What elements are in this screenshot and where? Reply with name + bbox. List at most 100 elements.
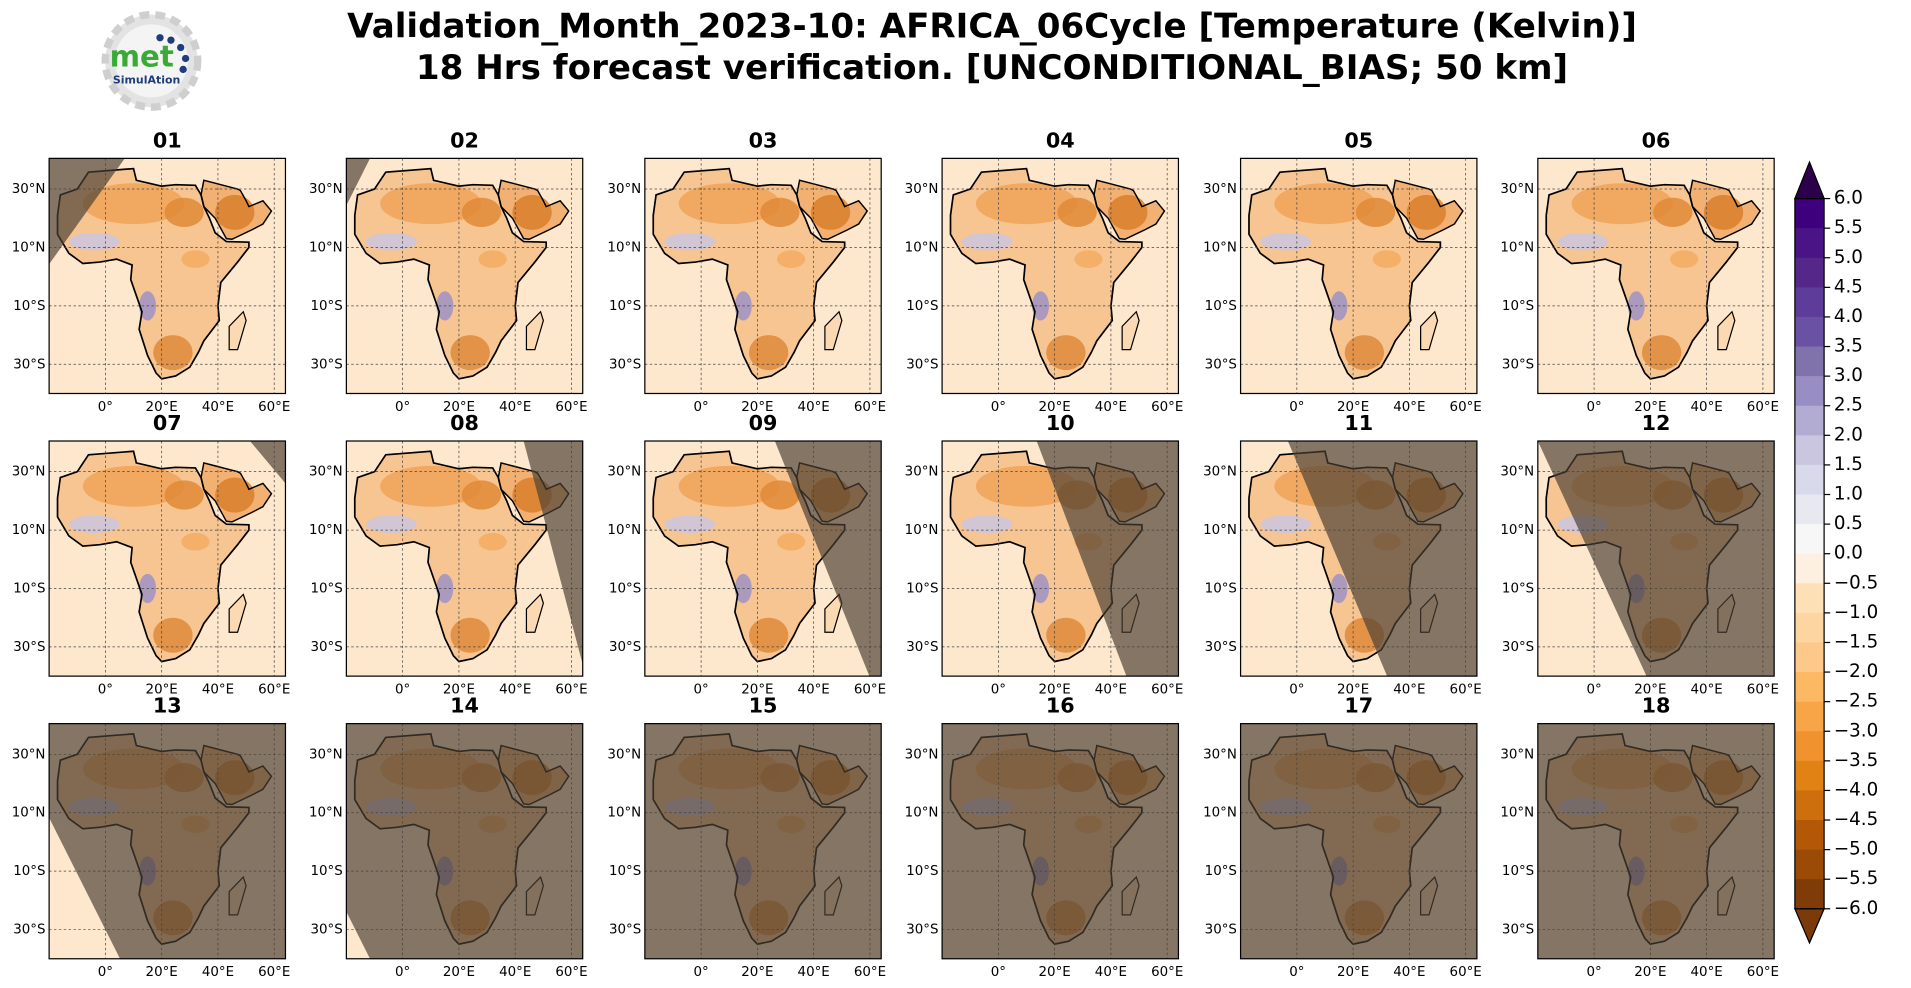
bias-area: [181, 250, 210, 268]
bias-area: [1355, 197, 1396, 228]
land: [229, 311, 247, 350]
lon-label: 0°: [395, 683, 410, 698]
colorbar-tick-label: −1.5: [1834, 631, 1878, 652]
lat-label: 10°S: [906, 864, 938, 879]
bias-area: [748, 617, 789, 653]
panel-title: 16: [1046, 694, 1075, 718]
colorbar-tick-label: 1.0: [1834, 484, 1863, 505]
lon-label: 40°E: [798, 683, 830, 698]
lon-label: 60°E: [555, 683, 587, 698]
panel-title: 08: [450, 411, 479, 435]
lon-label: 60°E: [1450, 965, 1482, 980]
lon-label: 0°: [991, 965, 1006, 980]
map-panel: 11 30°N 10°N 10°S 30°S 0° 20°E 40°E 60°E: [1203, 411, 1482, 698]
lat-label: 10°S: [1205, 864, 1237, 879]
panel-title: 11: [1344, 411, 1373, 435]
panel-frame: [1239, 157, 1478, 395]
lat-label: 30°N: [1500, 182, 1534, 197]
lon-label: 0°: [1586, 683, 1601, 698]
map-panel: 16 30°N 10°N 10°S 30°S 0° 20°E 40°E 60°E: [905, 694, 1184, 981]
lat-label: 10°S: [1205, 582, 1237, 597]
lon-label: 0°: [694, 400, 709, 415]
lat-label: 30°N: [12, 747, 46, 762]
lon-label: 40°E: [1393, 683, 1425, 698]
lon-label: 60°E: [258, 683, 290, 698]
night-shade: [942, 723, 1179, 959]
land: [1420, 311, 1438, 350]
lon-label: 40°E: [202, 965, 234, 980]
lon-label: 20°E: [1634, 683, 1666, 698]
lon-label: 0°: [991, 683, 1006, 698]
lon-label: 0°: [694, 683, 709, 698]
bias-area: [380, 183, 482, 225]
bias-area: [975, 183, 1078, 225]
colorbar-bin: [1794, 524, 1825, 555]
logo-dot: [167, 36, 175, 44]
land: [1546, 168, 1738, 379]
panel-title: 04: [1046, 128, 1075, 152]
lat-label: 10°N: [309, 523, 343, 538]
colorbar-bin: [1794, 435, 1825, 466]
lat-label: 30°N: [309, 465, 343, 480]
lat-label: 30°N: [607, 465, 641, 480]
night-shade: [1240, 723, 1477, 959]
colorbar-bin: [1794, 849, 1825, 880]
colorbar-bin: [1794, 316, 1825, 348]
bias-area: [678, 465, 780, 507]
lon-label: 40°E: [798, 965, 830, 980]
lat-label: 10°N: [905, 240, 939, 255]
land: [57, 451, 249, 662]
colorbar-tick-label: 1.5: [1834, 454, 1863, 475]
lon-label: 40°E: [499, 683, 531, 698]
panel-frame: [48, 440, 287, 677]
lat-label: 10°S: [1205, 299, 1237, 314]
bias-area: [1406, 194, 1446, 230]
lat-label: 30°S: [13, 640, 45, 655]
colorbar-tick-label: 2.5: [1834, 395, 1863, 416]
colorbar-tick-label: 2.0: [1834, 424, 1863, 445]
lat-label: 10°N: [12, 806, 46, 821]
lon-label: 40°E: [1393, 400, 1425, 415]
map-body: [1537, 441, 1775, 677]
lon-label: 20°E: [146, 400, 178, 415]
map-panel: 08 30°N 10°N 10°S 30°S 0° 20°E 40°E 60°E: [309, 411, 588, 698]
night-shade: [49, 723, 286, 959]
colorbar-bin: [1794, 405, 1825, 436]
lat-label: 10°N: [1203, 806, 1237, 821]
land: [354, 168, 547, 379]
panel-frame: [1239, 723, 1478, 960]
colorbar-tick-label: −6.0: [1834, 898, 1878, 919]
colorbar-tick-label: 0.5: [1834, 513, 1863, 534]
colorbar-tick-label: −2.5: [1834, 691, 1878, 712]
colorbar-tick-label: 4.5: [1834, 276, 1863, 297]
panel-frame: [644, 440, 882, 677]
lat-label: 10°N: [1500, 523, 1534, 538]
map-panel: 01 30°N 10°N 10°S 30°S 0° 20°E 40°E 60°E: [12, 128, 291, 415]
lon-label: 0°: [1289, 965, 1304, 980]
lon-label: 40°E: [1691, 965, 1723, 980]
map-body: [346, 441, 583, 677]
lon-label: 60°E: [854, 400, 886, 415]
colorbar-bin: [1794, 287, 1825, 318]
lon-label: 20°E: [443, 683, 475, 698]
colorbar-bin: [1794, 760, 1825, 792]
bias-area: [748, 335, 789, 371]
lon-label: 20°E: [741, 400, 773, 415]
bias-area: [1260, 515, 1311, 534]
colorbar: 6.0 5.5 5.0 4.5 4.0 3.5 3.0 2.5 2.0 1.5 1.0 0.5 0.0 −…: [1793, 160, 1878, 945]
coastline: [1121, 310, 1140, 351]
bias-area: [664, 515, 716, 534]
lon-label: 40°E: [202, 683, 234, 698]
night-shade: [346, 158, 371, 206]
bias-area: [82, 183, 185, 225]
bias-area: [450, 617, 490, 653]
lat-label: 30°N: [1500, 747, 1534, 762]
logo: met SimulAtion: [101, 10, 202, 111]
lon-label: 40°E: [1691, 400, 1723, 415]
colorbar-tick-label: −0.5: [1834, 572, 1878, 593]
map-body: [346, 723, 583, 959]
lat-label: 30°N: [309, 182, 343, 197]
bias-area: [1670, 250, 1699, 268]
colorbar-bin: [1794, 494, 1825, 525]
lon-label: 20°E: [1337, 400, 1369, 415]
